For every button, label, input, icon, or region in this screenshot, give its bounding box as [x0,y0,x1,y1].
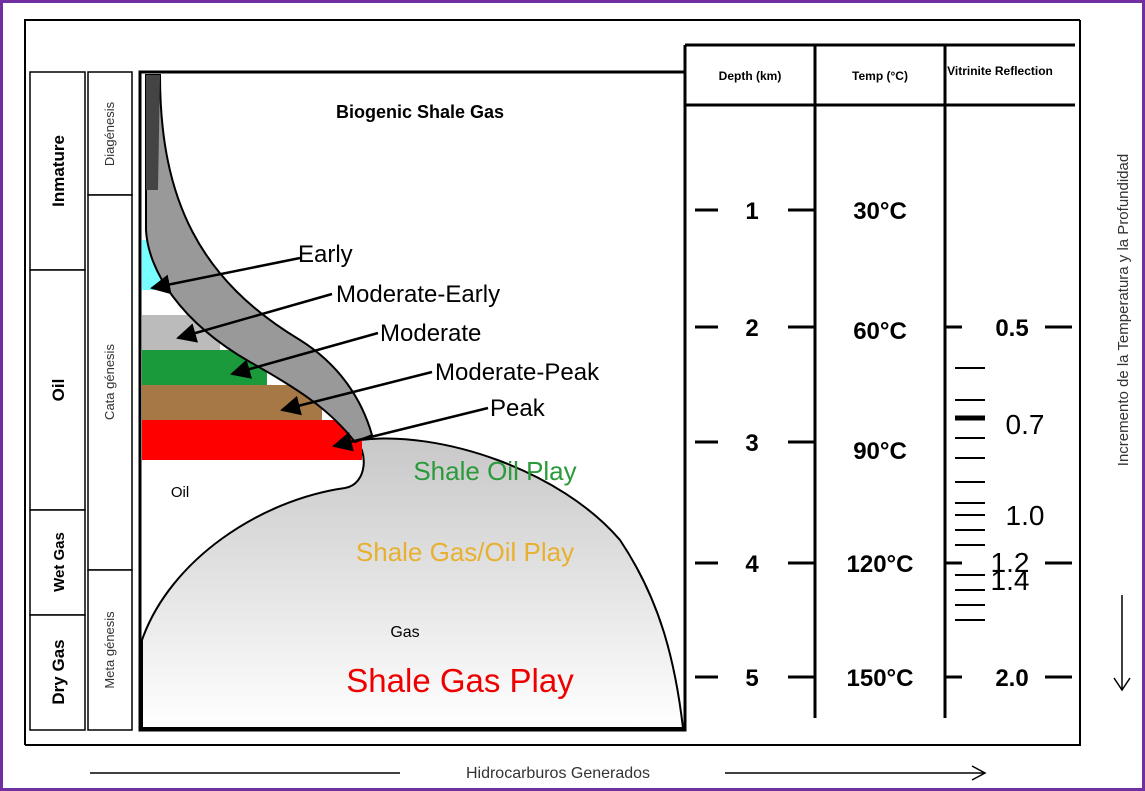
depth-value: 4 [745,551,759,578]
maturity-label: Early [298,241,353,268]
stage-label: Dry Gas [49,639,68,704]
temp-value: 30°C [853,198,907,225]
panel-title: Biogenic Shale Gas [336,102,504,122]
depth-value: 1 [745,198,758,225]
maturity-label: Peak [490,395,546,422]
shale-gas-oil-label: Shale Gas/Oil Play [356,537,574,567]
shale-oil-label: Shale Oil Play [413,456,576,486]
gas-label: Gas [390,624,419,641]
temp-value: 90°C [853,438,907,465]
maturity-label: Moderate [380,320,481,347]
stage-column [29,71,133,731]
maturity-label: Moderate-Early [336,281,500,308]
stage-label: Inmature [49,135,68,207]
arrows [150,256,489,452]
vitrinite-value: 1.2 [991,547,1030,578]
depth-value: 5 [745,665,758,692]
bottom-arrow [971,765,987,781]
vitrinite-value: 1.4 [991,565,1030,596]
table-lines [683,43,1075,730]
genesis-label: Cata génesis [102,344,117,420]
vitrinite-value: 2.0 [995,665,1028,692]
vitrinite-value: 0.5 [995,315,1028,342]
vitrinite-value: 0.7 [1006,409,1045,440]
temp-value: 120°C [847,551,914,578]
stage-label: Wet Gas [51,532,68,592]
frame [25,20,1081,746]
depth-value: 2 [745,315,758,342]
scale-ticks [695,208,1072,679]
band-peak [142,420,362,460]
stage-label: Oil [49,379,68,402]
genesis-label: Diagénesis [102,101,117,166]
header: Temp (°C) [852,69,908,83]
temp-value: 60°C [853,318,907,345]
maturity-label: Moderate-Peak [435,359,600,386]
oil-label: Oil [171,484,189,501]
band-top [146,75,160,190]
band-moderate-peak [142,385,322,420]
genesis-label: Meta génesis [102,611,117,689]
frame [24,19,1080,745]
side-label: Incremento de la Temperatura y la Profun… [1115,154,1132,466]
scale-values: 1 30°C 2 60°C 3 90°C 4 120°C 5 150°C 0.5 0.7 1.0 1.21… [745,198,1044,692]
header: Depth (km) [719,69,782,83]
header: Vitrinite Reflection [947,64,1053,78]
gas-region [141,437,685,729]
shale-gas-label: Shale Gas Play [346,662,574,699]
temp-value: 150°C [847,665,914,692]
maturity-band [145,74,374,444]
depth-value: 3 [745,430,758,457]
bottom-label: Hidrocarburos Generados [466,765,650,782]
side-arrow [1113,677,1131,692]
vitrinite-value: 1.0 [1006,500,1045,531]
